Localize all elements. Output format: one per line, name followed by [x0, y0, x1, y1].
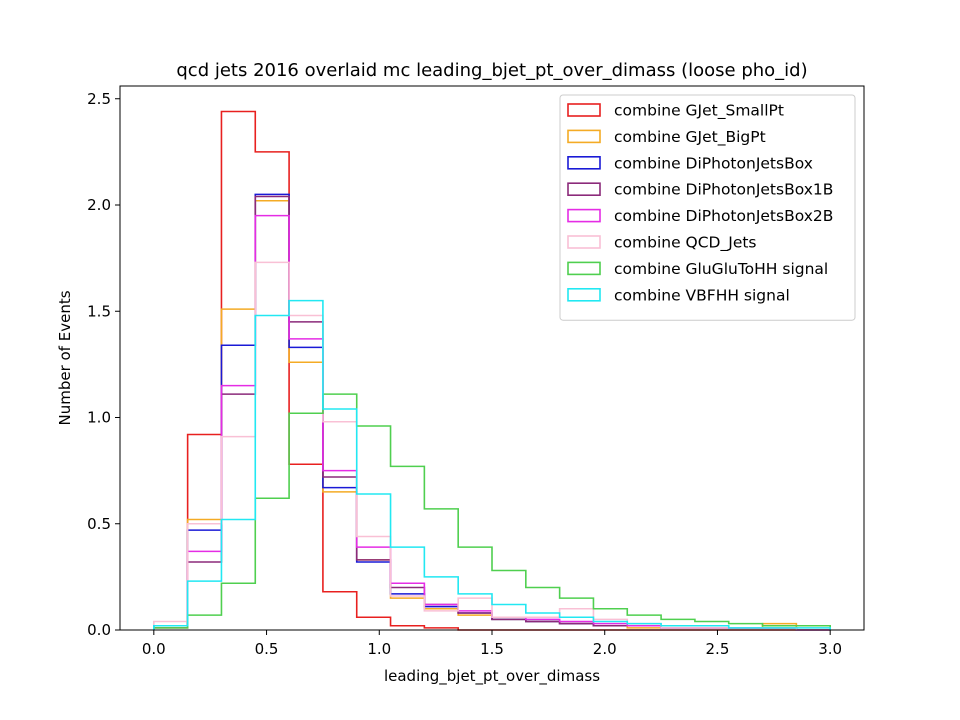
x-tick-label: 0.5 [255, 640, 279, 658]
legend-label-combine-qcd-jets: combine QCD_Jets [614, 234, 757, 253]
legend-label-combine-gluglutohh-signal: combine GluGluToHH signal [614, 260, 828, 278]
legend-label-combine-diphotonjetsbox: combine DiPhotonJetsBox [614, 154, 813, 172]
legend-swatch-combine-gluglutohh-signal [567, 261, 601, 276]
legend-label-combine-diphotonjetsbox2b: combine DiPhotonJetsBox2B [614, 207, 833, 225]
y-tick-label: 2.0 [87, 196, 111, 214]
series-combine-gluglutohh-signal [153, 393, 831, 630]
chart-title: qcd jets 2016 overlaid mc leading_bjet_p… [176, 60, 807, 81]
legend-label-combine-vbfhh-signal: combine VBFHH signal [614, 286, 790, 304]
series-combine-vbfhh-signal [153, 299, 831, 630]
legend-swatch-combine-diphotonjetsbox2b [567, 208, 601, 223]
legend-swatch-combine-gjet-smallpt [567, 103, 601, 117]
legend-box [559, 94, 856, 321]
x-tick-label: 0.0 [142, 640, 166, 658]
x-tick-label: 1.0 [367, 640, 391, 658]
x-axis: 0.0 0.5 1.0 1.5 2.0 2.5 3.0 [142, 630, 842, 658]
series-layer [153, 110, 831, 631]
y-axis-title: Number of Events [56, 290, 74, 425]
legend-label-combine-gjet-bigpt: combine GJet_BigPt [614, 128, 766, 147]
y-tick-label: 1.0 [87, 409, 111, 427]
x-tick-label: 2.5 [706, 640, 730, 658]
x-tick-label: 2.0 [593, 640, 617, 658]
legend-swatch-combine-vbfhh-signal [567, 287, 601, 302]
legend-label-combine-diphotonjetsbox1b: combine DiPhotonJetsBox1B [614, 181, 833, 199]
y-tick-label: 1.5 [87, 302, 111, 320]
y-tick-label: 0.0 [87, 621, 111, 639]
legend-swatch-combine-diphotonjetsbox [567, 156, 601, 170]
x-axis-title: leading_bjet_pt_over_dimass [384, 667, 600, 686]
y-tick-label: 2.5 [87, 90, 111, 108]
legend-swatch-combine-qcd-jets [567, 235, 601, 249]
legend-swatch-combine-gjet-bigpt [567, 129, 601, 144]
x-tick-label: 3.0 [818, 640, 842, 658]
y-axis: 0.0 0.5 1.0 1.5 2.0 2.5 [87, 90, 120, 639]
x-tick-label: 1.5 [480, 640, 504, 658]
legend-label-combine-gjet-smallpt: combine GJet_SmallPt [614, 102, 784, 121]
legend-swatch-combine-diphotonjetsbox1b [567, 182, 601, 196]
y-tick-label: 0.5 [87, 515, 111, 533]
